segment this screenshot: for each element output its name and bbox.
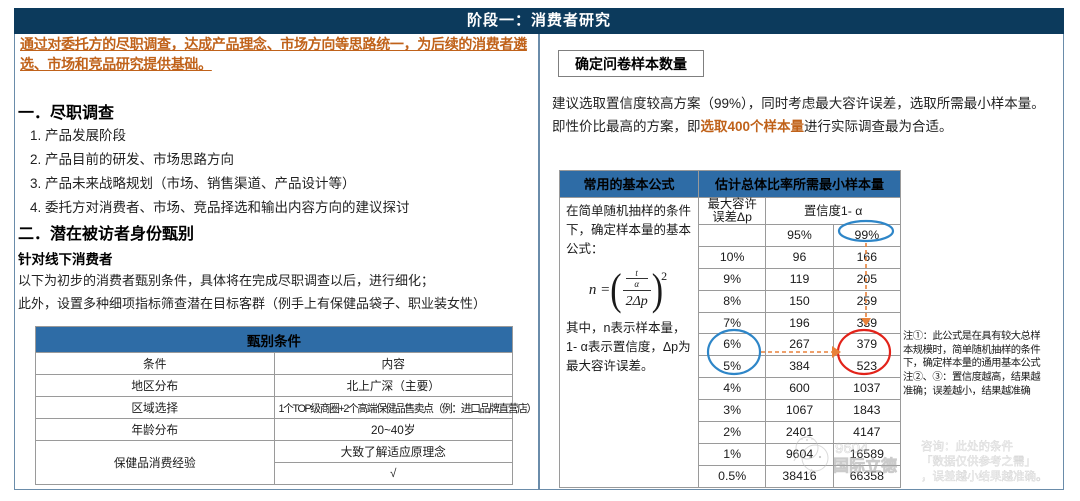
- svg-text:，误差越小结果越准确。: ，误差越小结果越准确。: [921, 469, 1048, 483]
- svg-text:咨询：此处的条件: 咨询：此处的条件: [921, 439, 1013, 453]
- svg-text:国际立德: 国际立德: [833, 456, 897, 475]
- svg-text:「数据仅供参考之需」: 「数据仅供参考之需」: [921, 454, 1036, 468]
- svg-text:9604: 9604: [835, 440, 868, 457]
